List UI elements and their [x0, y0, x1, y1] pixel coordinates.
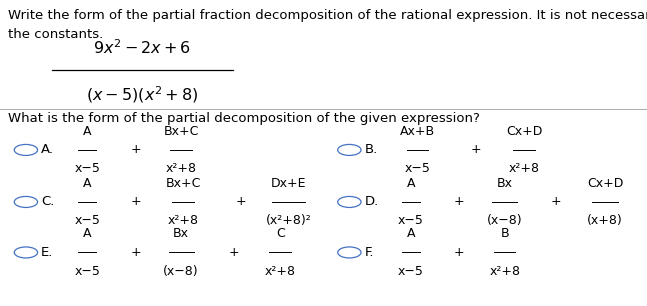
Text: Cx+D: Cx+D: [506, 125, 542, 138]
Text: A: A: [406, 227, 415, 240]
Text: F.: F.: [364, 246, 374, 259]
Text: A: A: [83, 177, 92, 190]
Text: the constants.: the constants.: [8, 28, 103, 40]
Text: x²+8: x²+8: [166, 162, 197, 175]
Text: (x+8): (x+8): [587, 214, 623, 227]
Text: What is the form of the partial decomposition of the given expression?: What is the form of the partial decompos…: [8, 112, 479, 125]
Text: A: A: [83, 125, 92, 138]
Text: Write the form of the partial fraction decomposition of the rational expression.: Write the form of the partial fraction d…: [8, 9, 647, 22]
Text: C: C: [276, 227, 285, 240]
Text: Bx+C: Bx+C: [166, 177, 201, 190]
Text: x−5: x−5: [74, 265, 100, 278]
Text: B: B: [500, 227, 509, 240]
Text: +: +: [236, 196, 247, 208]
Text: Cx+D: Cx+D: [587, 177, 623, 190]
Text: x−5: x−5: [74, 162, 100, 175]
Text: +: +: [454, 246, 465, 259]
Text: x²+8: x²+8: [168, 214, 199, 227]
Text: Bx: Bx: [497, 177, 512, 190]
Text: E.: E.: [41, 246, 53, 259]
Text: $(x-5)(x^2+8)$: $(x-5)(x^2+8)$: [86, 84, 199, 105]
Text: +: +: [131, 246, 141, 259]
Text: +: +: [454, 196, 465, 208]
Text: A: A: [83, 227, 92, 240]
Text: x−5: x−5: [398, 214, 424, 227]
Text: Dx+E: Dx+E: [271, 177, 306, 190]
Text: +: +: [229, 246, 239, 259]
Text: x²+8: x²+8: [265, 265, 296, 278]
Text: +: +: [470, 144, 481, 156]
Text: +: +: [551, 196, 562, 208]
Text: (x−8): (x−8): [163, 265, 199, 278]
Text: x−5: x−5: [398, 265, 424, 278]
Text: C.: C.: [41, 196, 54, 208]
Text: +: +: [131, 144, 141, 156]
Text: A: A: [406, 177, 415, 190]
Text: Ax+B: Ax+B: [400, 125, 435, 138]
Text: D.: D.: [364, 196, 378, 208]
Text: B.: B.: [364, 144, 377, 156]
Text: A.: A.: [41, 144, 54, 156]
Text: (x²+8)²: (x²+8)²: [266, 214, 311, 227]
Text: Bx: Bx: [173, 227, 189, 240]
Text: (x−8): (x−8): [487, 214, 523, 227]
Text: +: +: [131, 196, 141, 208]
Text: Bx+C: Bx+C: [164, 125, 199, 138]
Text: x²+8: x²+8: [489, 265, 520, 278]
Text: x−5: x−5: [404, 162, 430, 175]
Text: $9x^2-2x+6$: $9x^2-2x+6$: [93, 38, 192, 57]
Text: x²+8: x²+8: [509, 162, 540, 175]
Text: x−5: x−5: [74, 214, 100, 227]
